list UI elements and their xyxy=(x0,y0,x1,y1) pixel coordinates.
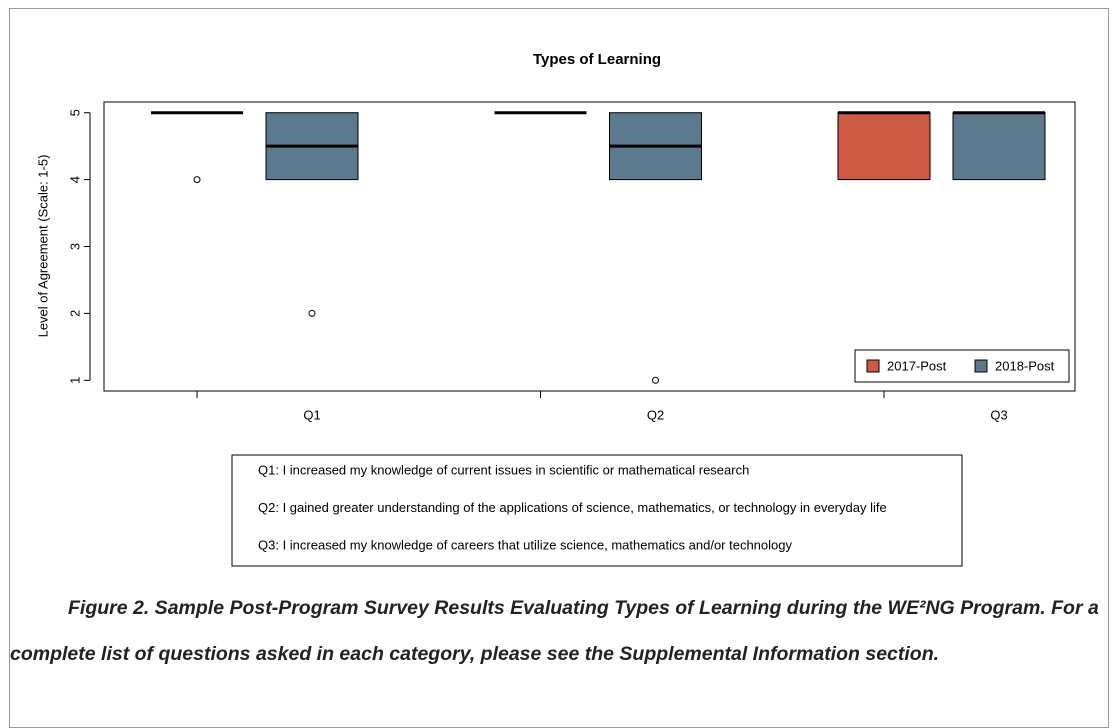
legend-box xyxy=(854,349,1070,383)
y-tick-label: 5 xyxy=(67,109,82,116)
outlier xyxy=(193,176,201,184)
legend-swatch xyxy=(974,359,988,373)
notes-box xyxy=(231,454,963,567)
box xyxy=(952,112,1046,181)
y-tick-label: 2 xyxy=(67,310,82,317)
note: Q2: I gained greater understanding of th… xyxy=(258,500,887,515)
x-tick-label: Q1 xyxy=(303,407,320,422)
note: Q3: I increased my knowledge of careers … xyxy=(258,537,792,552)
box xyxy=(837,112,931,181)
legend-label: 2018-Post xyxy=(995,358,1055,373)
chart-title: Types of Learning xyxy=(533,51,661,68)
x-tick-label: Q2 xyxy=(647,407,664,422)
y-tick-label: 4 xyxy=(67,176,82,183)
note: Q1: I increased my knowledge of current … xyxy=(258,462,749,477)
legend-label: 2017-Post xyxy=(887,358,947,373)
y-tick-label: 1 xyxy=(67,377,82,384)
y-axis-label: Level of Agreement (Scale: 1-5) xyxy=(35,155,50,338)
legend-swatch xyxy=(866,359,880,373)
outlier xyxy=(308,309,316,317)
outlier xyxy=(652,376,659,384)
caption: Figure 2. Sample Post-Program Survey Res… xyxy=(10,597,1099,665)
x-tick-label: Q3 xyxy=(990,407,1007,422)
y-tick-label: 3 xyxy=(67,243,82,250)
chart: Types of Learning Level of Agreement (Sc… xyxy=(35,51,1076,567)
